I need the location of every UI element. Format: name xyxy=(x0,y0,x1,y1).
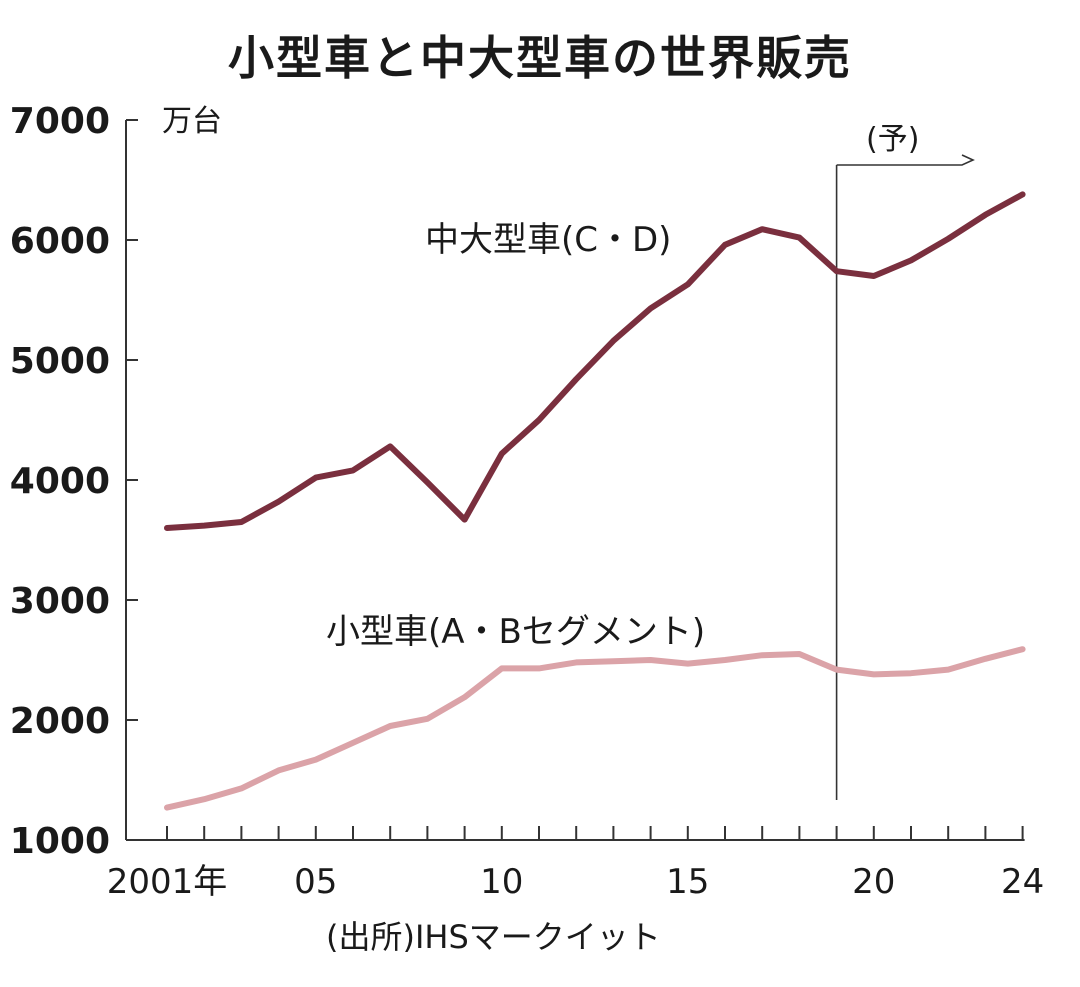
series-line-small xyxy=(164,646,1026,811)
y-axis-unit: 万台 xyxy=(162,104,222,139)
y-tick-label: 1000 xyxy=(10,821,110,862)
x-tick-label: 10 xyxy=(480,862,523,902)
series-line-mid-large xyxy=(164,191,1026,531)
axes: 1000 2000 3000 4000 5000 6000 7000 2001年 05 10 15 2… xyxy=(10,101,1044,902)
y-tick-label: 7000 xyxy=(10,101,110,142)
y-tick-label: 3000 xyxy=(10,581,110,622)
x-tick-label: 15 xyxy=(666,862,709,902)
y-tick-label: 6000 xyxy=(10,221,110,262)
x-tick-label: 2001年 xyxy=(107,862,228,902)
series-lines xyxy=(164,191,1026,811)
y-tick-label: 4000 xyxy=(10,461,110,502)
forecast-arrow xyxy=(836,154,975,166)
source-note: (出所)IHSマークイット xyxy=(326,918,661,956)
x-tick-label: 24 xyxy=(1001,862,1044,902)
series-label-mid-large: 中大型車(C・D) xyxy=(425,220,672,260)
x-tick-label: 05 xyxy=(294,862,337,902)
y-tick-label: 2000 xyxy=(10,701,110,742)
chart-title: 小型車と中大型車の世界販売 xyxy=(228,31,852,85)
forecast-marker xyxy=(835,154,975,800)
series-label-small: 小型車(A・Bセグメント) xyxy=(326,612,706,652)
y-tick-label: 5000 xyxy=(10,341,110,382)
forecast-label: (予) xyxy=(866,122,920,157)
x-tick-label: 20 xyxy=(852,862,895,902)
